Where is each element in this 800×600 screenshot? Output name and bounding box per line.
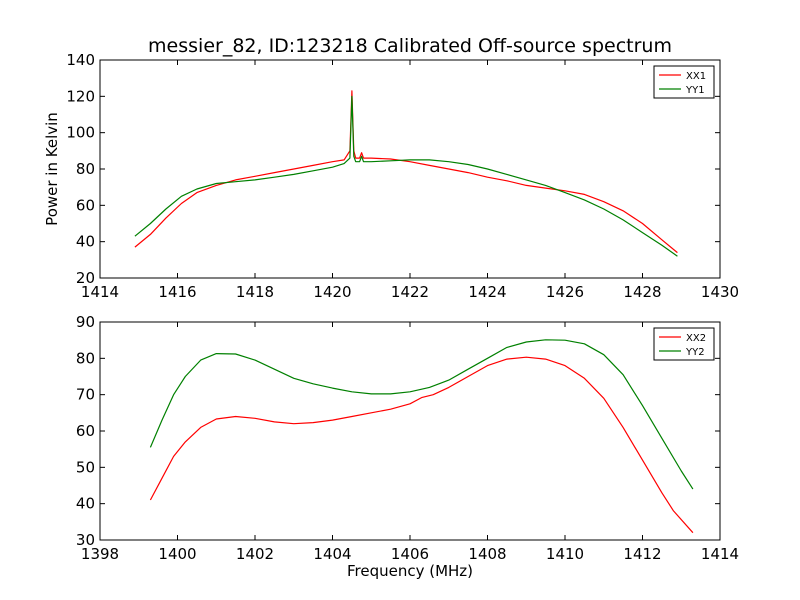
bottom-spectrum-x-tick-label: 1406 [391,545,429,563]
bottom-spectrum-legend-xx2-label: XX2 [686,333,706,344]
top-spectrum-y-tick-label: 100 [66,124,95,142]
top-spectrum-x-tick-label: 1430 [701,283,739,301]
bottom-spectrum-y-tick-label: 50 [76,458,95,476]
top-spectrum-x-tick-label: 1414 [81,283,119,301]
top-spectrum-legend-yy1-label: YY1 [685,85,705,96]
bottom-spectrum-x-tick-label: 1412 [623,545,661,563]
top-spectrum-x-tick-label: 1428 [623,283,661,301]
top-spectrum-y-axis-label: Power in Kelvin [43,112,61,226]
top-spectrum-legend-box [653,65,715,99]
bottom-spectrum-x-axis-label: Frequency (MHz) [347,562,473,580]
bottom-spectrum-x-tick-label: 1404 [313,545,351,563]
top-spectrum-y-tick-label: 60 [76,196,95,214]
top-spectrum-x-tick-label: 1418 [236,283,274,301]
top-spectrum-y-tick-label: 20 [76,269,95,287]
bottom-spectrum-y-tick-label: 30 [76,531,95,549]
bottom-spectrum-series-yy2 [149,339,694,490]
top-spectrum-panel: 1414 1416 1418 1420 1422 1424 1426 1428 1430 20 40… [43,51,739,301]
bottom-spectrum-x-tick-label: 1398 [81,545,119,563]
bottom-spectrum-y-tick-label: 60 [76,422,95,440]
top-spectrum-x-tick-label: 1416 [158,283,196,301]
top-spectrum-y-tick-label: 140 [66,51,95,69]
figure-title: messier_82, ID:123218 Calibrated Off-sou… [148,35,672,57]
bottom-spectrum-x-tick-label: 1408 [468,545,506,563]
top-spectrum-y-tick-label: 80 [76,160,95,178]
bottom-spectrum-y-tick-label: 90 [76,313,95,331]
top-spectrum-x-tick-label: 1426 [546,283,584,301]
top-spectrum-x-tick-label: 1422 [391,283,429,301]
bottom-spectrum-x-tick-label: 1402 [236,545,274,563]
bottom-spectrum-x-tick-label: 1414 [701,545,739,563]
bottom-spectrum-y-tick-label: 80 [76,349,95,367]
bottom-spectrum-ticks: 1398 1400 1402 1404 1406 1408 1410 1412 1414 30 40… [76,313,739,563]
top-spectrum-series-xx1 [134,90,678,254]
bottom-spectrum-legend-yy2-label: YY2 [685,347,705,358]
bottom-spectrum-y-tick-label: 70 [76,386,95,404]
top-spectrum-y-tick-label: 120 [66,87,95,105]
bottom-spectrum-y-tick-label: 40 [76,495,95,513]
top-spectrum-series-yy1 [134,95,678,257]
top-spectrum-legend-xx1-label: XX1 [686,71,706,82]
bottom-spectrum-legend: XX2 YY2 [653,327,715,361]
top-spectrum-y-tick-label: 40 [76,233,95,251]
bottom-spectrum-x-tick-label: 1400 [158,545,196,563]
top-spectrum-lines [134,90,678,257]
top-spectrum-ticks: 1414 1416 1418 1420 1422 1424 1426 1428 1430 20 40… [66,51,739,301]
top-spectrum-legend: XX1 YY1 [653,65,715,99]
bottom-spectrum-legend-box [653,327,715,361]
bottom-spectrum-panel: 1398 1400 1402 1404 1406 1408 1410 1412 1414 30 40… [76,313,739,580]
bottom-spectrum-series-xx2 [149,356,694,534]
bottom-spectrum-x-tick-label: 1410 [546,545,584,563]
bottom-spectrum-lines [149,339,694,534]
top-spectrum-x-tick-label: 1424 [468,283,506,301]
top-spectrum-x-tick-label: 1420 [313,283,351,301]
